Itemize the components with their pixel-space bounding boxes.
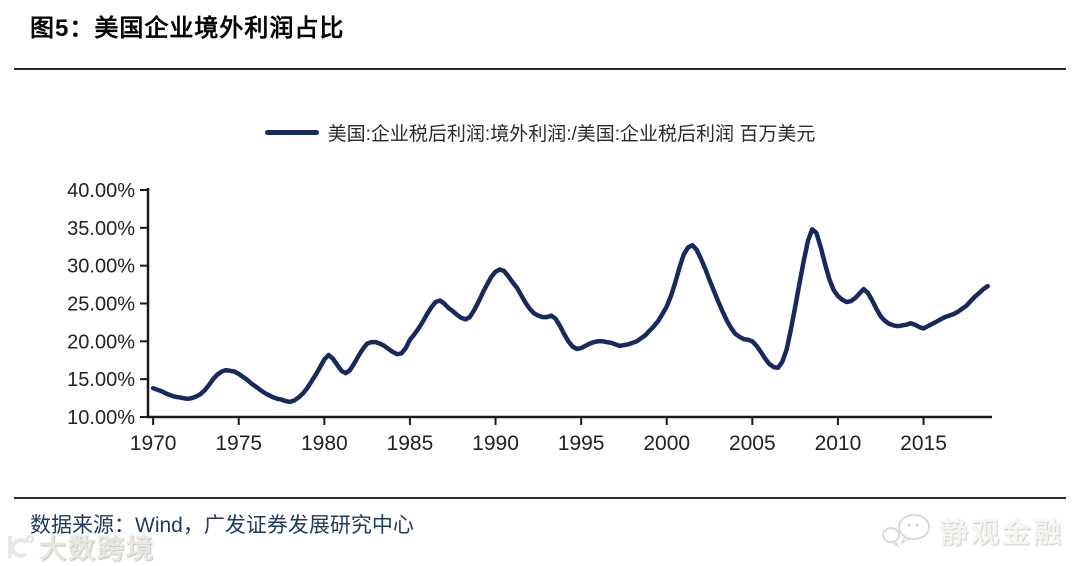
x-tick-label: 1970 (130, 432, 177, 455)
watermark-jingguanjinrong: 静观金融 (881, 511, 1064, 551)
legend-line-swatch (264, 130, 319, 135)
x-tick-label: 1990 (472, 432, 519, 455)
x-tick-label: 2010 (815, 432, 862, 455)
line-chart: 40.00% 35.00% 30.00% 25.00% 20.00% 15.00% 10.0… (67, 180, 992, 455)
series-line (150, 227, 990, 405)
y-tick-label: 25.00% (67, 294, 135, 316)
figure-title: 图5：美国企业境外利润占比 (30, 15, 345, 42)
x-tick-label: 1985 (387, 432, 434, 455)
x-tick-label: 1975 (215, 432, 262, 455)
x-tick-label: 2000 (643, 432, 690, 455)
x-tick-label: 2005 (729, 432, 776, 455)
y-tick-label: 15.00% (67, 369, 135, 391)
y-tick-label: 20.00% (67, 331, 135, 353)
x-tick-label: 1980 (301, 432, 348, 455)
chart-legend: 美国:企业税后利润:境外利润:/美国:企业税后利润 百万美元 (0, 119, 1080, 146)
y-tick-label: 10.00% (67, 407, 135, 429)
x-tick-label: 2015 (900, 432, 947, 455)
x-tick-label: 1995 (558, 432, 605, 455)
y-tick-label: 35.00% (67, 218, 135, 240)
watermark-right-text: 静观金融 (939, 517, 1064, 548)
y-tick-label: 30.00% (67, 256, 135, 278)
top-divider (14, 68, 1066, 70)
data-source-note: 数据来源：Wind，广发证券发展研究中心 (30, 514, 414, 537)
legend-label: 美国:企业税后利润:境外利润:/美国:企业税后利润 百万美元 (327, 124, 816, 145)
wechat-bubbles-icon (881, 514, 930, 549)
bottom-divider (14, 497, 1066, 499)
y-tick-label: 40.00% (67, 180, 135, 202)
